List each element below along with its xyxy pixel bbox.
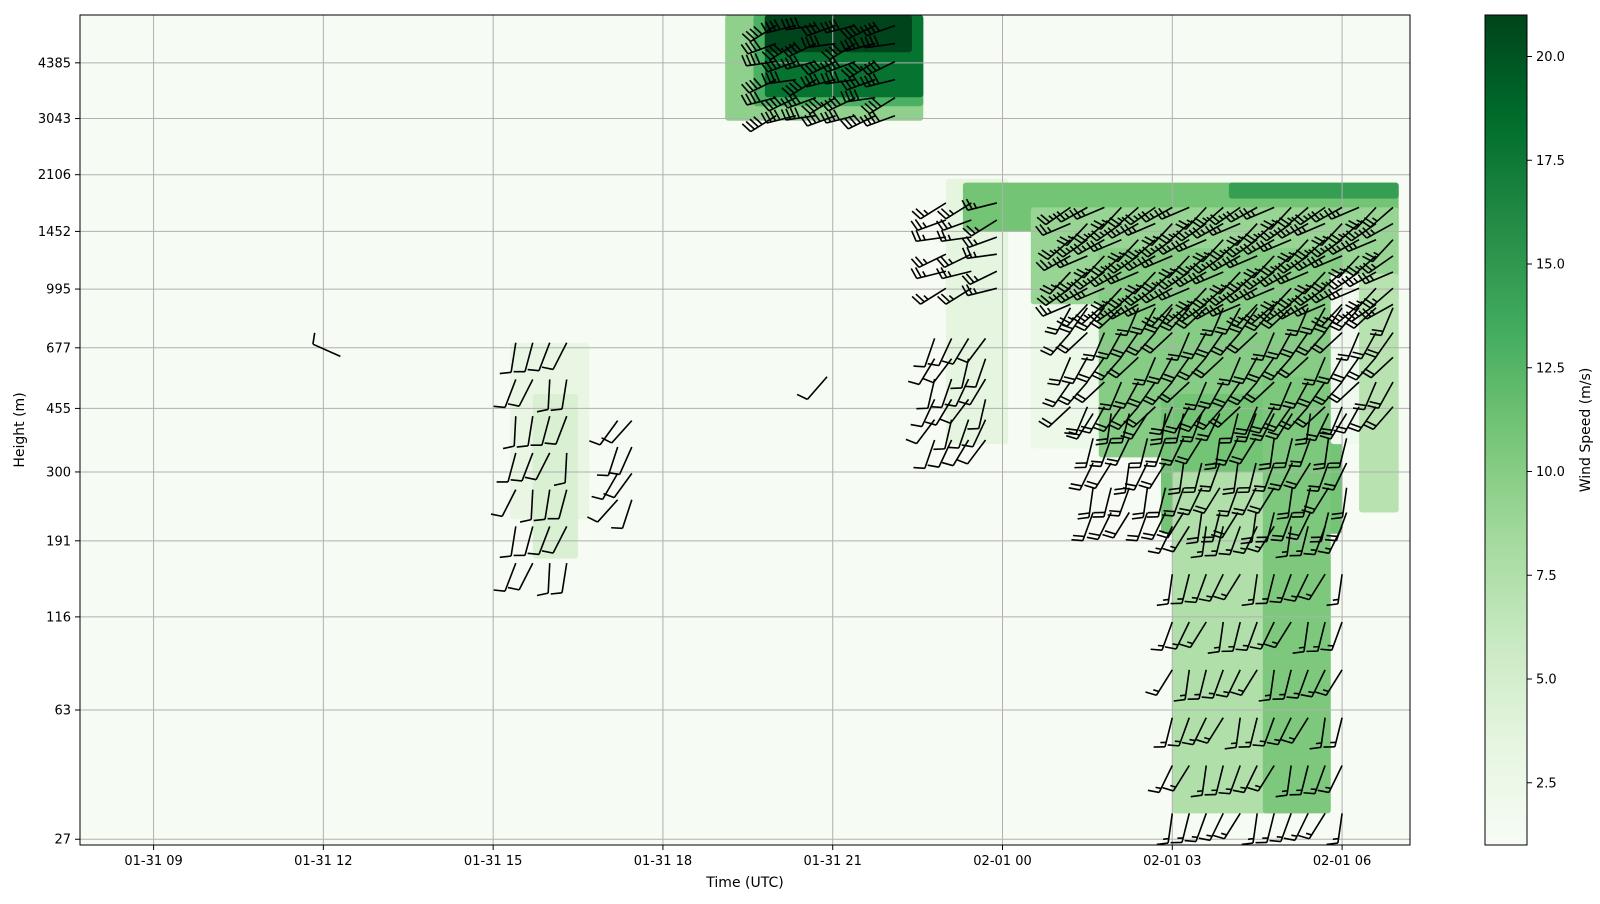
x-tick-label: 01-31 21 xyxy=(803,854,861,869)
y-axis: 27 63 116 191 300 455 677 995 1452 2106 3043 4385 xyxy=(38,56,80,847)
y-tick-label: 191 xyxy=(46,534,71,549)
y-tick-label: 63 xyxy=(54,704,71,719)
y-tick-label: 677 xyxy=(46,341,71,356)
x-axis: 01-31 09 01-31 12 01-31 15 01-31 18 01-31 21… xyxy=(124,845,1371,869)
x-tick-label: 01-31 12 xyxy=(294,854,352,869)
heatmap-region xyxy=(533,394,578,559)
x-tick-label: 01-31 15 xyxy=(464,854,522,869)
colorbar-axis: 2.5 5.0 7.5 10.0 12.5 15.0 17.5 20.0 xyxy=(1527,50,1565,791)
y-tick-label: 4385 xyxy=(38,56,71,71)
y-tick-label: 300 xyxy=(46,465,71,480)
y-tick-label: 455 xyxy=(46,402,71,417)
colorbar-tick-label: 15.0 xyxy=(1536,258,1565,273)
x-tick-label: 01-31 09 xyxy=(124,854,182,869)
colorbar xyxy=(1485,15,1527,845)
heatmap-layer xyxy=(80,15,1410,845)
heatmap-region xyxy=(1331,274,1359,444)
colorbar-label: Wind Speed (m/s) xyxy=(1578,368,1594,493)
y-tick-label: 995 xyxy=(46,283,71,298)
y-tick-label: 3043 xyxy=(38,112,71,127)
x-tick-label: 02-01 00 xyxy=(973,854,1031,869)
x-tick-label: 02-01 06 xyxy=(1313,854,1371,869)
x-tick-label: 02-01 03 xyxy=(1143,854,1201,869)
colorbar-tick-label: 5.0 xyxy=(1536,673,1557,688)
y-tick-label: 27 xyxy=(54,833,71,848)
colorbar-tick-label: 10.0 xyxy=(1536,465,1565,480)
x-tick-label: 01-31 18 xyxy=(634,854,692,869)
colorbar-tick-label: 2.5 xyxy=(1536,776,1557,791)
y-axis-label: Height (m) xyxy=(12,392,28,467)
y-tick-label: 1452 xyxy=(38,225,71,240)
heatmap-region xyxy=(1229,183,1399,199)
colorbar-tick-label: 7.5 xyxy=(1536,569,1557,584)
colorbar-tick-label: 17.5 xyxy=(1536,154,1565,169)
y-tick-label: 2106 xyxy=(38,168,71,183)
x-axis-label: Time (UTC) xyxy=(705,875,783,891)
colorbar-tick-label: 12.5 xyxy=(1536,361,1565,376)
y-tick-label: 116 xyxy=(46,610,71,625)
colorbar-tick-label: 20.0 xyxy=(1536,50,1565,65)
